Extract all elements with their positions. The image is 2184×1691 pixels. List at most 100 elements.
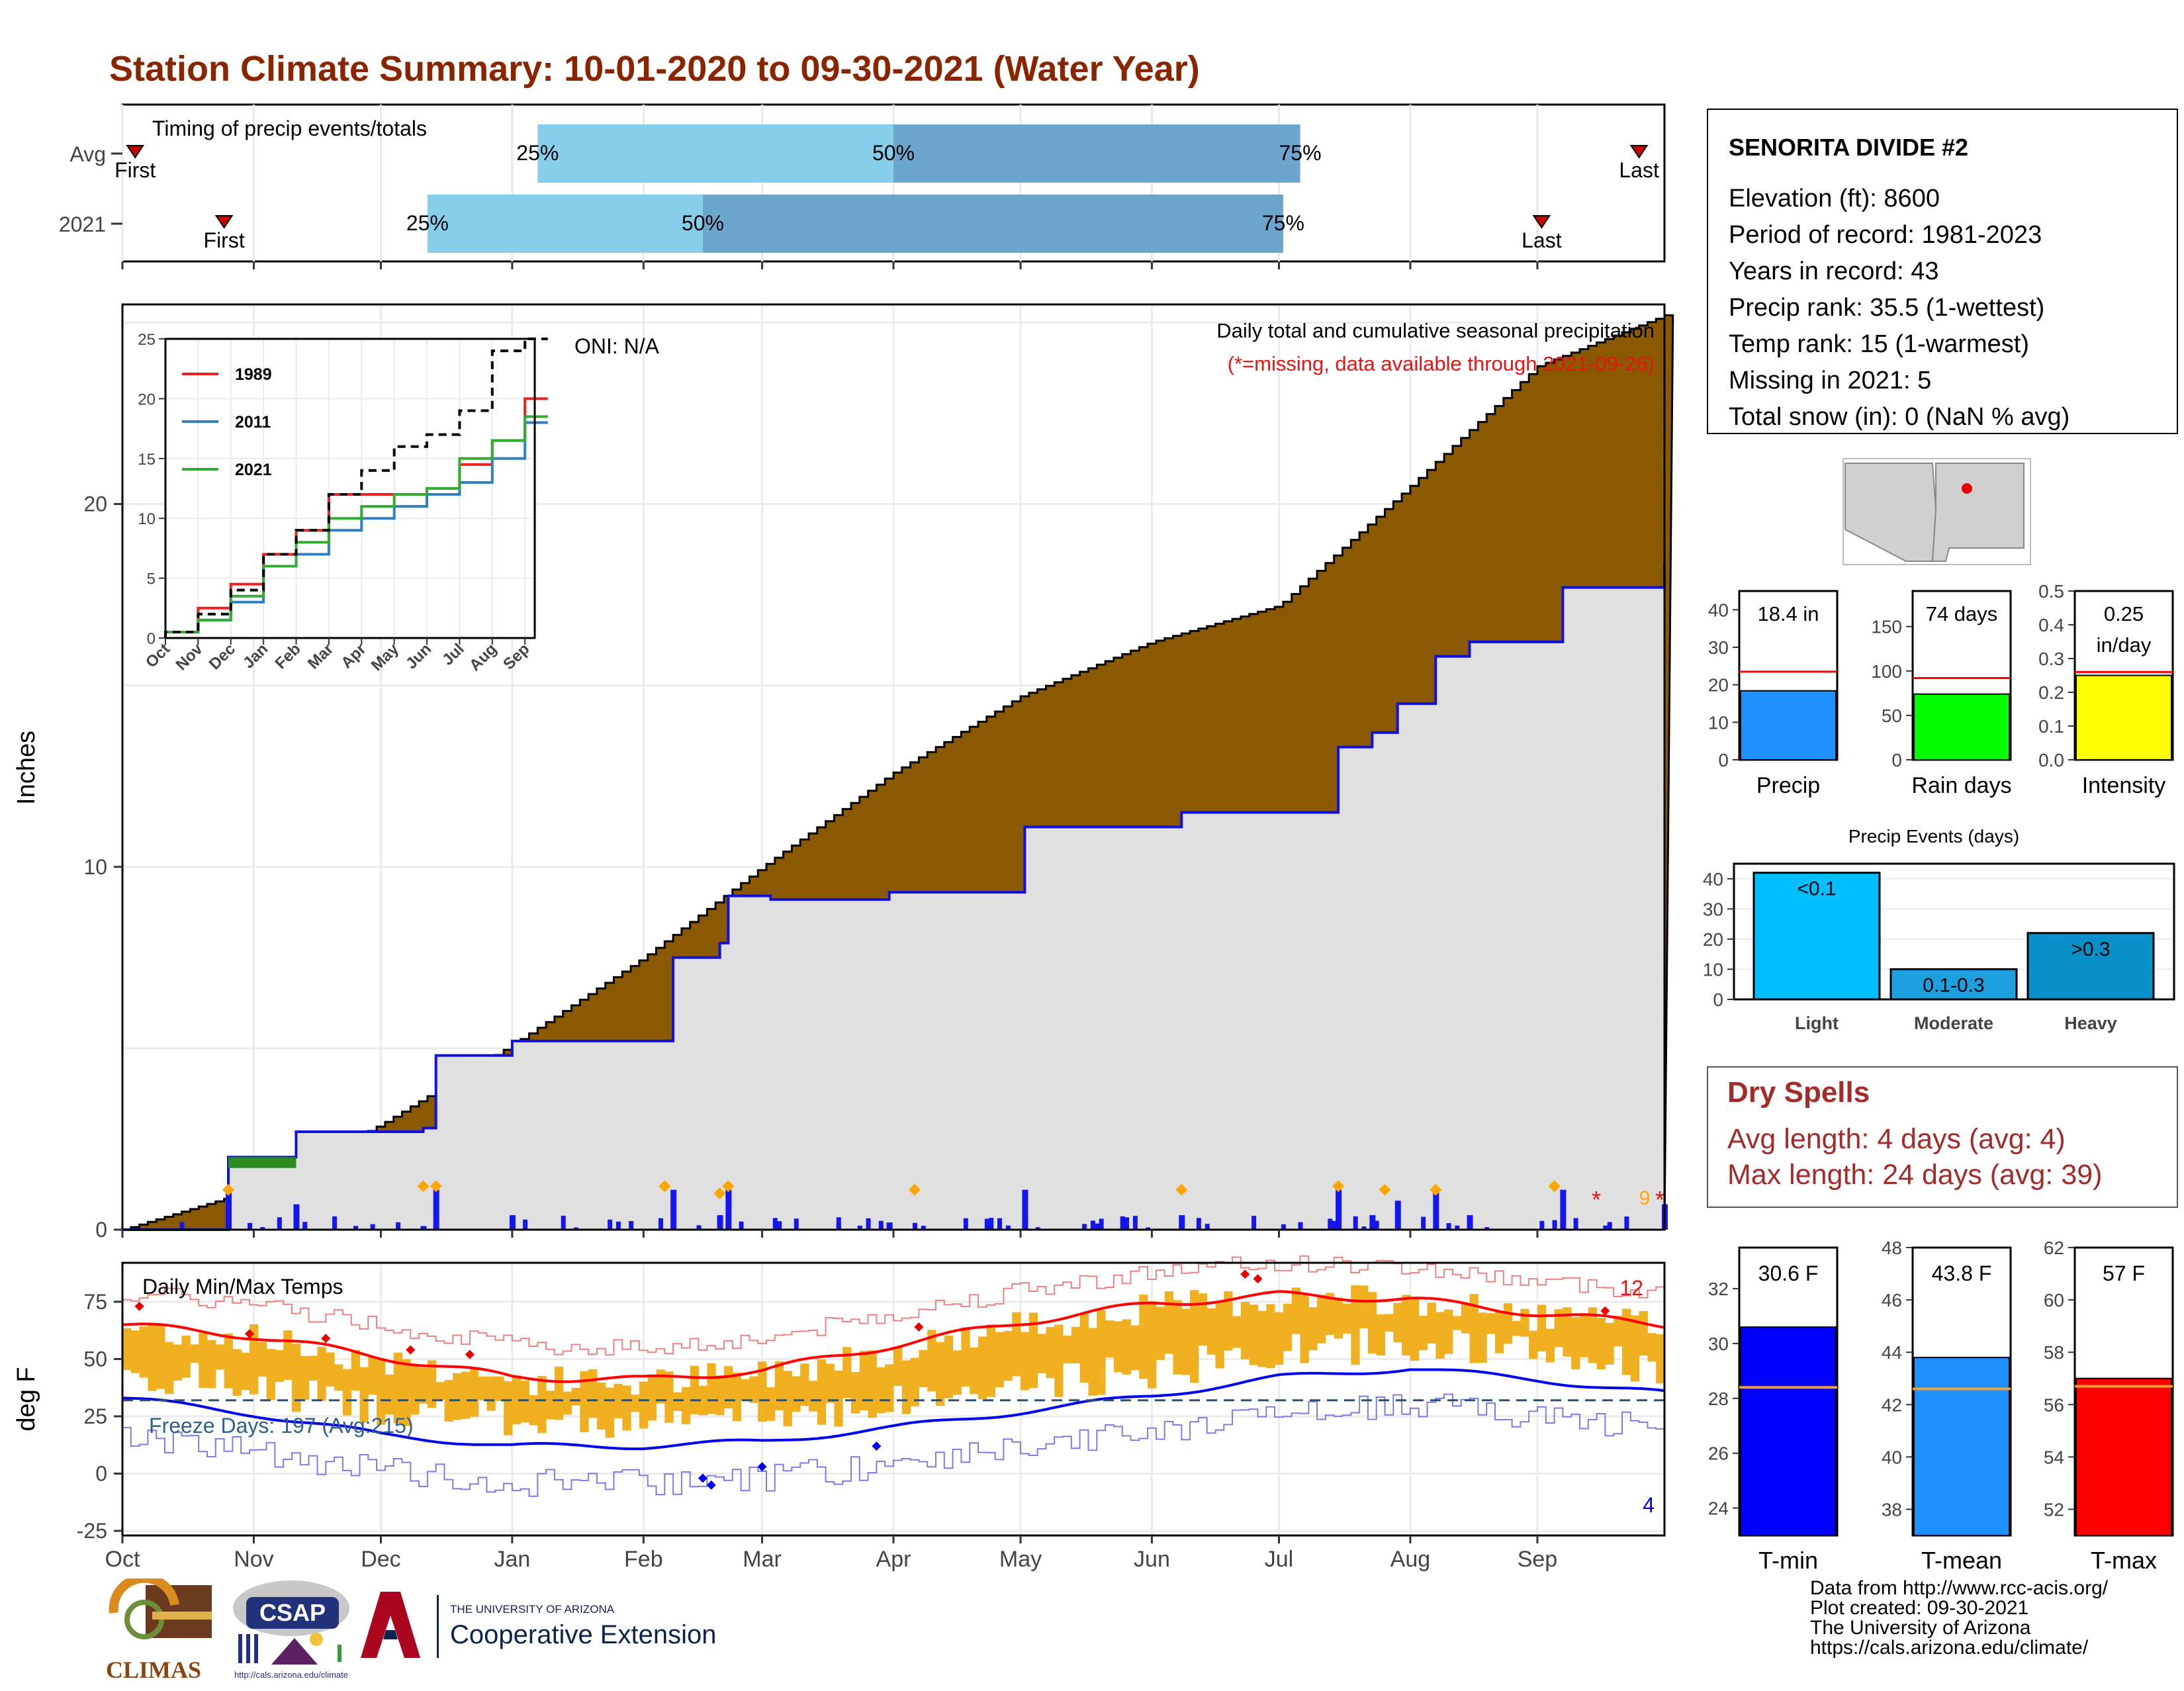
temp-y-tick-label: 0 — [95, 1462, 107, 1486]
daily-temp-range-bar — [257, 1342, 267, 1377]
daily-temp-range-bar — [250, 1324, 259, 1394]
daily-temp-range-bar — [944, 1336, 954, 1398]
heavy-event-diamond — [417, 1180, 430, 1193]
daily-temp-range-bar — [1545, 1328, 1555, 1363]
daily-temp-range-bar — [1275, 1312, 1284, 1365]
daily-temp-range-bar — [1206, 1308, 1216, 1355]
daily-temp-range-bar — [377, 1359, 386, 1425]
daily-temp-range-bar — [478, 1376, 487, 1400]
month-tick-label: Sep — [1518, 1547, 1558, 1572]
daily-precip-bar — [1035, 1227, 1040, 1230]
month-tick-label: Nov — [234, 1547, 273, 1572]
daily-temp-range-bar — [1393, 1303, 1402, 1343]
daily-temp-range-bar — [232, 1349, 242, 1396]
daily-temp-range-bar — [1122, 1319, 1131, 1375]
heavy-event-diamond — [430, 1180, 442, 1193]
daily-temp-range-bar — [1656, 1334, 1665, 1384]
temp-y-tick-label: -25 — [77, 1519, 107, 1543]
inset-y-tick-label: 0 — [147, 630, 156, 648]
summary-y-tick-label: 0 — [1891, 750, 1902, 770]
daily-precip-bar — [1369, 1215, 1376, 1230]
missing-marker: * — [1655, 1186, 1664, 1213]
daily-temp-range-bar — [1342, 1303, 1351, 1334]
daily-precip-bar — [1179, 1215, 1185, 1230]
daily-precip-bar — [1099, 1218, 1104, 1230]
precip-caption: Daily total and cumulative seasonal prec… — [1216, 319, 1655, 342]
inset-series-line — [164, 415, 548, 638]
daily-temp-range-bar — [1088, 1328, 1097, 1396]
daily-precip-bar — [248, 1222, 253, 1230]
temp-summary-y-tick-label: 52 — [2044, 1499, 2064, 1520]
csap-mountain-icon — [271, 1638, 318, 1665]
daily-temp-range-bar — [359, 1367, 369, 1423]
inset-y-tick-label: 10 — [138, 510, 156, 528]
summary-y-tick-label: 0.5 — [2038, 581, 2064, 602]
daily-temp-range-bar — [1376, 1314, 1386, 1355]
last-event-label: Last — [1619, 158, 1659, 182]
summary-bar — [1740, 690, 1837, 760]
daily-precip-bar — [1603, 1225, 1608, 1230]
temp-summary-y-tick-label: 38 — [1882, 1499, 1902, 1520]
month-tick-label: Dec — [361, 1547, 400, 1572]
daily-temp-range-bar — [1283, 1303, 1293, 1351]
daily-temp-range-bar — [1113, 1321, 1123, 1373]
daily-temp-range-bar — [1486, 1313, 1496, 1334]
temp-summary-y-tick-label: 62 — [2044, 1238, 2064, 1258]
daily-precip-bar — [1082, 1224, 1087, 1230]
daily-temp-range-bar — [1402, 1295, 1411, 1356]
daily-precip-bar — [1484, 1227, 1490, 1230]
daily-precip-bar — [573, 1227, 578, 1230]
temp-summary-y-tick-label: 60 — [2044, 1290, 2064, 1310]
daily-temp-range-bar — [690, 1365, 700, 1414]
dry-spells-line: Avg length: 4 days (avg: 4) — [1727, 1123, 2066, 1155]
daily-temp-range-bar — [631, 1394, 640, 1412]
heavy-event-diamond — [713, 1187, 726, 1200]
daily-temp-range-bar — [927, 1330, 936, 1392]
first-event-label: First — [114, 158, 156, 182]
daily-temp-range-bar — [1630, 1315, 1640, 1382]
month-tick-label: Aug — [1390, 1547, 1431, 1572]
timing-q25-label: 25% — [406, 211, 449, 235]
daily-precip-bar — [1251, 1216, 1257, 1230]
temp-summary-label: T-mean — [1921, 1547, 2002, 1574]
timing-q50-label: 50% — [682, 211, 724, 235]
daily-precip-bar — [332, 1216, 338, 1230]
daily-temp-range-bar — [1028, 1312, 1038, 1389]
csap-badge — [246, 1597, 339, 1629]
daily-temp-range-bar — [1037, 1334, 1046, 1373]
station-location-marker — [1962, 483, 1972, 494]
summary-y-tick-label: 0.1 — [2038, 716, 2064, 737]
new-mexico-shape — [1931, 463, 2025, 562]
summary-y-tick-label: 30 — [1708, 637, 1729, 658]
daily-temp-range-bar — [995, 1332, 1004, 1388]
summary-y-tick-label: 40 — [1708, 600, 1729, 620]
daily-temp-range-bar — [1224, 1291, 1233, 1351]
daily-precip-bar — [1298, 1222, 1303, 1230]
temp-summary-y-tick-label: 44 — [1882, 1342, 1902, 1363]
daily-precip-bar — [1607, 1222, 1612, 1230]
daily-temp-range-bar — [334, 1364, 343, 1391]
ua-a-crossbar — [383, 1630, 398, 1639]
daily-precip-bar — [670, 1189, 677, 1230]
daily-precip-bar — [433, 1189, 439, 1230]
precip-events-y-tick-label: 10 — [1703, 959, 1723, 980]
daily-temp-range-bar — [469, 1369, 479, 1417]
daily-temp-range-bar — [410, 1365, 420, 1415]
daily-temp-range-bar — [546, 1391, 555, 1420]
daily-temp-range-bar — [1021, 1332, 1030, 1391]
daily-temp-range-bar — [1579, 1313, 1589, 1357]
daily-temp-range-bar — [1596, 1318, 1606, 1370]
station-info-line: Period of record: 1981-2023 — [1729, 221, 2042, 249]
summary-bar — [2075, 674, 2172, 760]
daily-temp-range-bar — [723, 1366, 733, 1409]
summary-y-tick-label: 0 — [1718, 750, 1729, 770]
daily-temp-range-bar — [1164, 1291, 1173, 1354]
daily-precip-bar — [179, 1222, 185, 1230]
daily-temp-range-bar — [1317, 1295, 1326, 1344]
station-info-line: Temp rank: 15 (1-warmest) — [1729, 330, 2029, 358]
daily-temp-range-bar — [1418, 1316, 1428, 1351]
daily-precip-bar — [396, 1222, 401, 1230]
daily-temp-range-bar — [1588, 1307, 1598, 1363]
timing-q75-label: 75% — [1262, 211, 1304, 235]
inset-legend-label: 1989 — [235, 365, 272, 384]
